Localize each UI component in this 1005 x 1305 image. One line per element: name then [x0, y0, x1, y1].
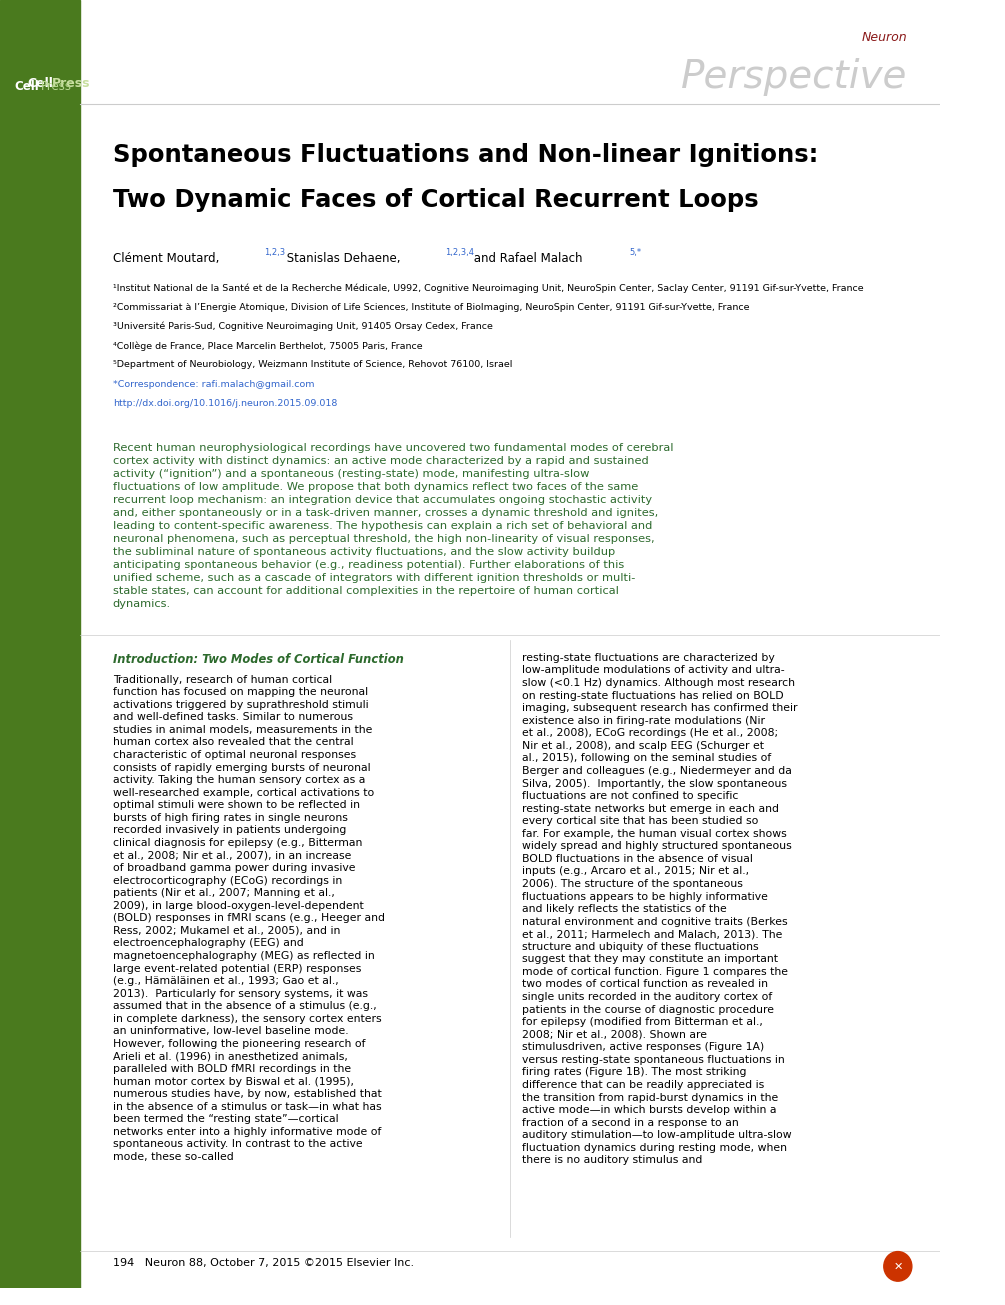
Text: ³Université Paris-Sud, Cognitive Neuroimaging Unit, 91405 Orsay Cedex, France: ³Université Paris-Sud, Cognitive Neuroim… [113, 322, 492, 331]
Text: Spontaneous Fluctuations and Non-linear Ignitions:: Spontaneous Fluctuations and Non-linear … [113, 144, 818, 167]
Text: 1,2,3: 1,2,3 [264, 248, 285, 257]
Text: Cell: Cell [14, 81, 39, 94]
Text: 194   Neuron 88, October 7, 2015 ©2015 Elsevier Inc.: 194 Neuron 88, October 7, 2015 ©2015 Els… [113, 1258, 414, 1268]
Text: Press: Press [52, 77, 90, 90]
Text: *Correspondence: rafi.malach@gmail.com: *Correspondence: rafi.malach@gmail.com [113, 380, 315, 389]
Text: ✕: ✕ [893, 1262, 902, 1271]
Text: ⁵Department of Neurobiology, Weizmann Institute of Science, Rehovot 76100, Israe: ⁵Department of Neurobiology, Weizmann In… [113, 360, 512, 369]
Text: and Rafael Malach: and Rafael Malach [470, 252, 582, 265]
Text: 5,*: 5,* [629, 248, 641, 257]
Text: resting-state fluctuations are characterized by
low-amplitude modulations of act: resting-state fluctuations are character… [522, 652, 797, 1165]
Text: ²Commissariat à l’Energie Atomique, Division of Life Sciences, Institute of BioI: ²Commissariat à l’Energie Atomique, Divi… [113, 303, 749, 312]
Text: ¹Institut National de la Santé et de la Recherche Médicale, U992, Cognitive Neur: ¹Institut National de la Santé et de la … [113, 283, 863, 292]
Text: Press: Press [41, 81, 72, 94]
Text: Recent human neurophysiological recordings have uncovered two fundamental modes : Recent human neurophysiological recordin… [113, 442, 673, 609]
Circle shape [883, 1251, 912, 1282]
Text: Two Dynamic Faces of Cortical Recurrent Loops: Two Dynamic Faces of Cortical Recurrent … [113, 188, 758, 211]
Text: Neuron: Neuron [861, 31, 908, 44]
Text: Cell: Cell [27, 77, 53, 90]
Text: 1,2,3,4: 1,2,3,4 [444, 248, 473, 257]
Text: Traditionally, research of human cortical
function has focused on mapping the ne: Traditionally, research of human cortica… [113, 675, 385, 1161]
Text: Stanislas Dehaene,: Stanislas Dehaene, [282, 252, 400, 265]
Text: Introduction: Two Modes of Cortical Function: Introduction: Two Modes of Cortical Func… [113, 652, 403, 666]
Text: Clément Moutard,: Clément Moutard, [113, 252, 219, 265]
Text: ⁴Collège de France, Place Marcelin Berthelot, 75005 Paris, France: ⁴Collège de France, Place Marcelin Berth… [113, 341, 422, 351]
Text: Perspective: Perspective [680, 57, 908, 97]
Text: http://dx.doi.org/10.1016/j.neuron.2015.09.018: http://dx.doi.org/10.1016/j.neuron.2015.… [113, 399, 337, 407]
Bar [0, 0, 79, 1288]
